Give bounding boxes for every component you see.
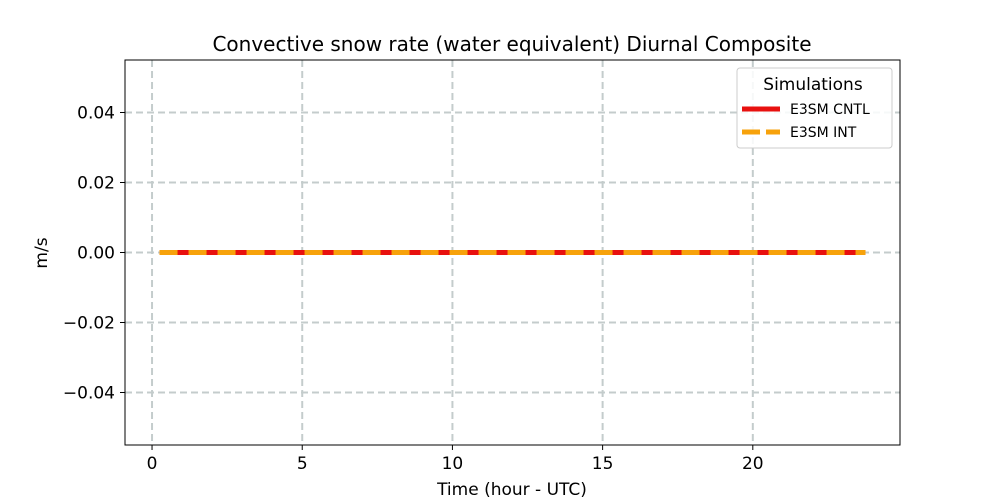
y-axis: 0.04 0.02 0.00 −0.02 −0.04 [63,104,125,404]
y-tick-label: −0.04 [63,384,115,404]
x-tick-label: 15 [592,454,614,474]
x-axis-label: Time (hour - UTC) [436,480,587,500]
y-tick-label: 0.00 [77,244,115,264]
x-tick-label: 10 [442,454,464,474]
legend-title: Simulations [763,75,863,95]
y-tick-label: 0.02 [77,174,115,194]
legend-box [736,67,893,149]
y-tick-label: 0.04 [77,104,115,124]
x-tick-label: 5 [297,454,308,474]
y-axis-label: m/s [32,237,52,268]
y-tick-label: −0.02 [63,314,115,334]
x-tick-label: 20 [742,454,764,474]
x-tick-label: 0 [147,454,158,474]
legend-label: E3SM INT [790,125,857,141]
legend-items: E3SM CNTL E3SM INT [742,102,870,141]
legend-label: E3SM CNTL [790,102,870,118]
x-axis: 0 5 10 15 20 [147,445,764,474]
legend[interactable]: Simulations E3SM CNTL E3SM INT [736,67,893,149]
chart-title: Convective snow rate (water equivalent) … [212,32,811,56]
